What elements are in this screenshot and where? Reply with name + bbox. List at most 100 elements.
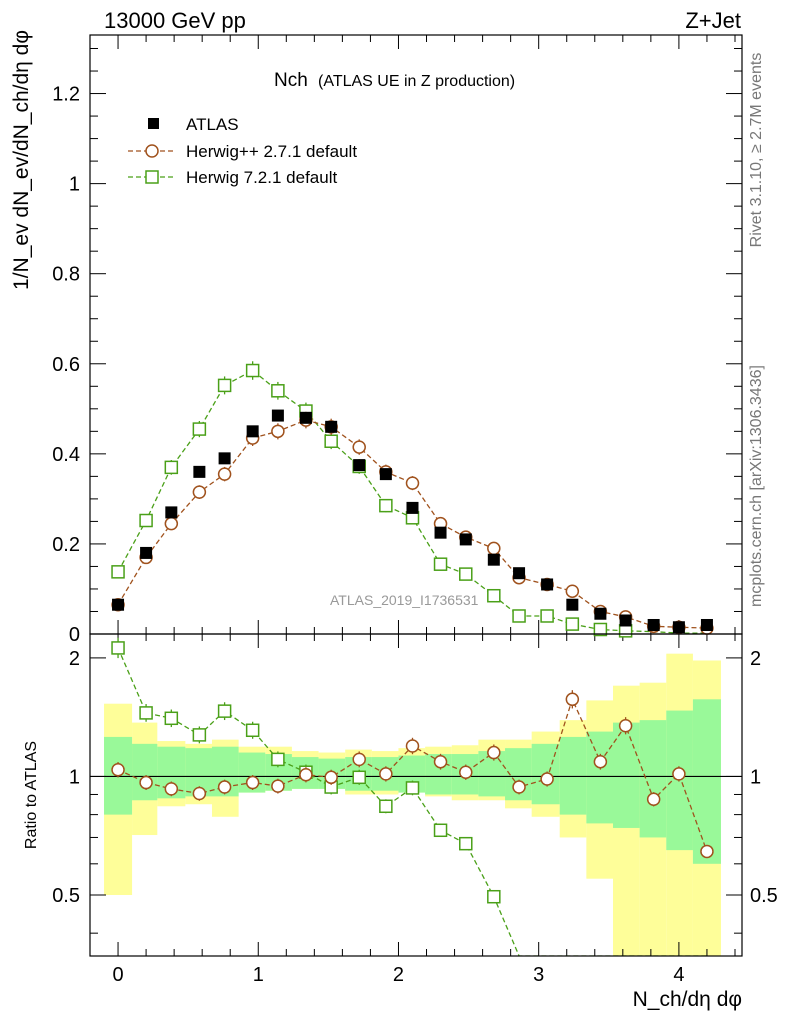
atlas-data-point [379,468,392,481]
herwigpp-ratio-point [139,775,153,790]
herwigpp-main-point [164,516,179,531]
atlas-data-point [541,578,554,591]
atlas-data-point [299,411,312,424]
ratio-y-tick-label-left: 1 [69,766,80,788]
herwigpp-ratio-point [164,782,179,796]
herwig7-main-point [565,617,580,631]
y-tick-label: 0 [69,624,80,646]
y-axis-label: 1/N_ev dN_ev/dN_ch/dη dφ [10,30,33,290]
atlas-data-point [566,598,579,611]
ratio-y-tick-label-right: 0.5 [750,885,778,907]
herwig7-main-point [324,434,338,448]
herwigpp-ratio-point [512,780,526,794]
herwig7-ratio-point [111,641,125,655]
ratio-y-tick-label-right: 1 [750,766,761,788]
ratio-uncertainty-bands [104,653,721,956]
herwig7-main-point [618,624,633,638]
herwig7-main-point [459,567,473,581]
herwig7-ratio-point [164,711,179,726]
herwigpp-ratio-point [593,754,608,769]
header-left-label: 13000 GeV pp [104,8,246,33]
atlas-data-point [487,553,500,566]
herwigpp-ratio-point [405,739,420,753]
y-tick-label: 0.2 [52,534,80,556]
herwig7-ratio-point [271,752,285,767]
ratio-plot-frame [89,633,743,957]
x-tick-label: 3 [533,964,544,986]
chart-title: Nch [274,70,308,91]
herwig7-ratio-point [433,823,448,838]
legend: ATLAS Herwig++ 2.7.1 default Herwig 7.2.… [128,115,357,187]
y-tick-label: 1.2 [52,84,80,106]
atlas-data-point [193,465,206,478]
herwig7-main-point [164,460,179,475]
x-tick-label: 4 [673,964,684,986]
herwig7-ratio-point [245,723,260,738]
herwigpp-ratio-point [352,752,366,767]
herwigpp-main-point [271,424,285,439]
legend-label-herwig7: Herwig 7.2.1 default [186,168,337,187]
y-tick-label: 0.6 [52,354,80,376]
atlas-data-point [353,459,366,472]
legend-label-herwigpp: Herwig++ 2.7.1 default [186,142,357,161]
herwigpp-main-point [192,485,207,499]
legend-label-atlas: ATLAS [186,115,239,134]
atlas-data-point [672,621,685,634]
herwigpp-ratio-point [217,780,232,794]
atlas-data-point [459,533,472,546]
x-tick-label: 2 [393,964,404,986]
herwig7-ratio-line [117,647,707,956]
atlas-data-point [434,526,447,539]
stat-uncertainty-band [692,699,721,864]
herwig7-main-point [487,588,501,603]
ratio-y-tick-label-left: 2 [69,648,80,670]
herwigpp-ratio-point [459,765,473,779]
herwig7-ratio-point [192,728,207,742]
atlas-data-point [140,546,153,559]
atlas-data-point [325,420,338,433]
atlas-data-point [165,506,178,519]
herwig7-main-series [111,361,707,638]
herwig7-ratio-point [217,704,232,718]
herwigpp-main-line [117,419,707,629]
legend-marker-atlas [148,118,159,129]
legend-marker-herwigpp [145,144,159,158]
herwigpp-ratio-point [565,692,580,707]
stat-uncertainty-band [559,736,587,815]
atlas-data-point [700,618,713,631]
atlas-data-point [112,598,125,611]
herwig7-main-point [192,422,207,436]
herwigpp-main-point [405,476,420,490]
atlas-data-point [619,614,632,627]
herwig7-ratio-point [139,706,153,720]
y-tick-label: 0.8 [52,264,80,286]
atlas-data-point [594,607,607,620]
herwigpp-ratio-point [700,844,714,859]
x-axis-label: N_ch/dη dφ [633,988,742,1011]
herwigpp-ratio-point [433,754,448,769]
herwig7-main-point [512,609,526,623]
mcplots-label: mcplots.cern.ch [arXiv:1306.3436] [748,365,765,607]
ratio-y-axis-label: Ratio to ATLAS [23,741,40,849]
herwigpp-ratio-point [324,770,338,785]
herwig7-main-point [139,513,153,528]
herwigpp-ratio-point [672,767,686,781]
atlas-data-point [647,618,660,631]
ratio-y-tick-label-right: 2 [750,648,761,670]
herwigpp-ratio-point [245,775,260,790]
stat-uncertainty-band [586,731,614,824]
herwigpp-ratio-point [271,779,285,793]
atlas-data-point [406,501,419,514]
atlas-data-point [218,452,231,465]
herwigpp-main-point [352,440,366,454]
legend-marker-herwig7 [145,170,159,184]
rivet-version-label: Rivet 3.1.10, ≥ 2.7M events [748,53,765,248]
herwigpp-ratio-point [299,767,313,782]
atlas-data-point [513,567,526,580]
stat-uncertainty-band [613,722,640,828]
plot-layer: 0 1 2 3 4 0 0.2 0.4 0.6 0.8 1 1.2 0.5 0.5 1 1 2 2 [52,35,778,986]
herwigpp-ratio-point [192,786,207,801]
herwigpp-ratio-point [487,745,501,760]
herwig7-main-point [245,363,260,378]
